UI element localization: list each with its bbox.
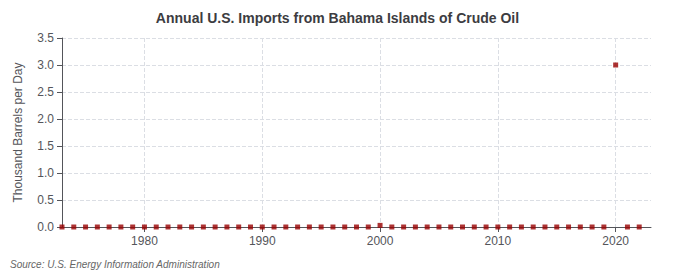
svg-text:0.5: 0.5 [37,193,54,207]
svg-text:2.5: 2.5 [37,85,54,99]
svg-text:Annual U.S. Imports from Baham: Annual U.S. Imports from Bahama Islands … [156,10,519,26]
svg-text:Source: U.S. Energy Informatio: Source: U.S. Energy Information Administ… [10,259,220,270]
svg-text:2.0: 2.0 [37,112,54,126]
svg-text:3.5: 3.5 [37,31,54,45]
svg-text:Thousand Barrels per Day: Thousand Barrels per Day [11,62,25,202]
svg-text:1990: 1990 [249,234,276,248]
svg-text:2000: 2000 [367,234,394,248]
svg-text:1.0: 1.0 [37,166,54,180]
svg-text:2010: 2010 [485,234,512,248]
svg-text:1980: 1980 [131,234,158,248]
svg-text:1.5: 1.5 [37,139,54,153]
svg-text:0.0: 0.0 [37,220,54,234]
svg-text:2020: 2020 [602,234,629,248]
svg-text:3.0: 3.0 [37,58,54,72]
